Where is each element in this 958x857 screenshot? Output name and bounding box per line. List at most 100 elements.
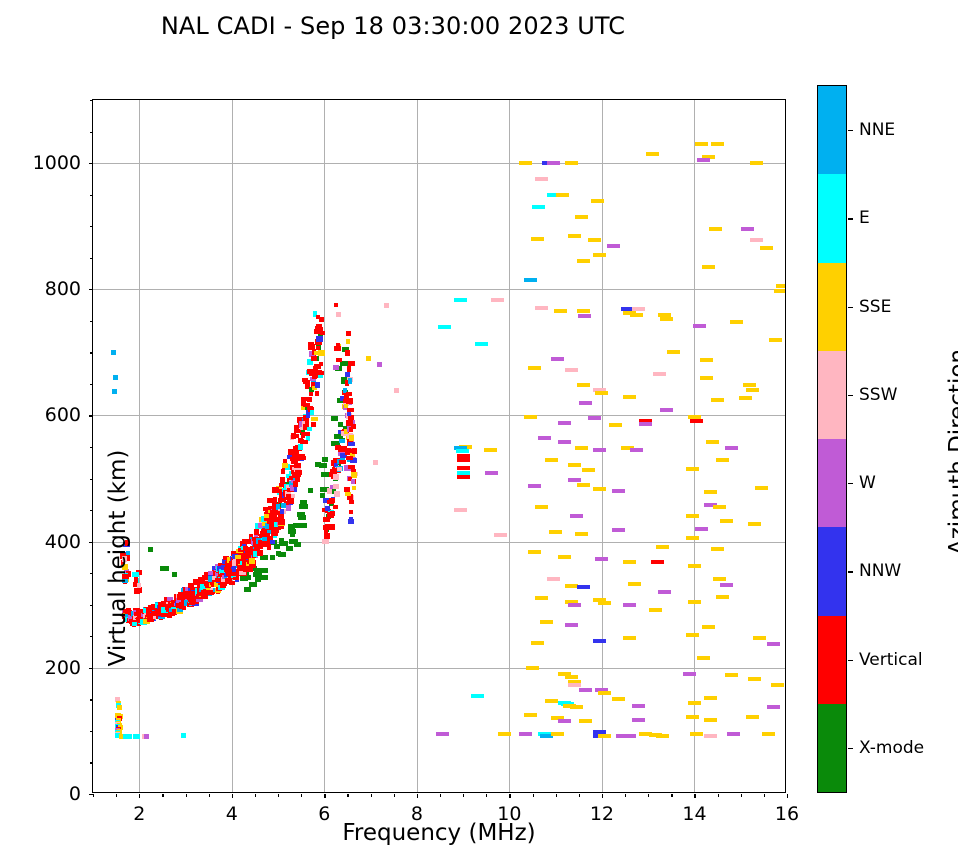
data-point — [234, 554, 241, 559]
x-tick-mark — [671, 794, 673, 797]
x-tick-label: 16 — [774, 803, 800, 825]
data-point — [285, 505, 291, 512]
data-point — [340, 452, 348, 458]
data-point — [342, 388, 347, 394]
data-point — [331, 488, 337, 494]
data-point — [595, 557, 609, 562]
data-point — [569, 704, 583, 709]
x-tick-mark — [578, 794, 580, 797]
data-point — [187, 582, 194, 588]
y-tick-label: 0 — [68, 783, 81, 805]
data-point — [283, 458, 287, 465]
data-point — [232, 569, 239, 574]
data-point — [300, 439, 305, 445]
data-point — [316, 314, 321, 319]
data-point — [125, 550, 130, 555]
data-point — [687, 700, 701, 705]
data-point — [630, 448, 644, 453]
data-point — [262, 537, 269, 542]
data-point — [312, 310, 317, 317]
data-point — [574, 214, 588, 219]
data-point — [297, 515, 306, 521]
data-point — [325, 517, 330, 522]
data-point — [332, 484, 339, 490]
data-point — [454, 508, 468, 513]
data-point — [154, 609, 159, 614]
data-point — [350, 457, 358, 463]
gridline-horizontal — [93, 415, 785, 417]
data-point — [720, 582, 734, 587]
data-point — [188, 585, 193, 591]
y-tick-label: 800 — [44, 278, 81, 301]
data-point — [112, 388, 118, 394]
data-point — [344, 404, 349, 409]
data-point — [627, 581, 641, 586]
data-point — [310, 382, 316, 388]
data-point — [147, 547, 153, 553]
data-point — [222, 556, 229, 561]
data-point — [273, 508, 281, 515]
data-point — [269, 555, 275, 561]
gridline-horizontal — [93, 289, 785, 291]
data-point — [262, 529, 268, 534]
data-point — [124, 539, 129, 546]
data-point — [286, 494, 292, 499]
data-point — [294, 477, 300, 482]
data-point — [306, 426, 312, 431]
data-point — [588, 238, 602, 243]
data-point — [563, 703, 577, 708]
y-tick-mark — [89, 415, 93, 417]
data-point — [579, 400, 593, 405]
data-point — [212, 566, 218, 571]
data-point — [200, 577, 206, 584]
data-point — [307, 396, 313, 402]
data-point — [632, 703, 646, 708]
colorbar-segment-vertical — [818, 615, 846, 704]
data-point — [336, 358, 343, 363]
data-point — [692, 323, 706, 328]
data-point — [247, 547, 252, 554]
colorbar: NNE E SSE SSW W NNW Vertical X-mode — [817, 85, 924, 793]
data-point — [231, 551, 239, 557]
data-point — [311, 386, 317, 391]
data-point — [348, 434, 354, 441]
data-point — [704, 733, 718, 738]
data-point — [217, 580, 222, 587]
data-point — [331, 497, 336, 503]
data-point — [593, 597, 607, 602]
gridline-vertical — [509, 100, 511, 792]
data-point — [597, 733, 611, 738]
data-point — [242, 561, 247, 568]
data-point — [302, 402, 310, 407]
data-point — [528, 550, 542, 555]
data-point — [342, 399, 348, 404]
data-point — [323, 497, 330, 503]
data-point — [313, 328, 320, 334]
y-tick-mark — [90, 383, 93, 386]
data-point — [318, 327, 324, 332]
gridline-vertical — [139, 100, 141, 792]
data-point — [319, 492, 325, 498]
data-point — [122, 734, 128, 740]
data-point — [334, 445, 341, 451]
data-point — [272, 530, 279, 537]
y-tick-mark — [90, 699, 93, 701]
data-point — [311, 348, 316, 355]
data-point — [346, 447, 351, 453]
data-point — [574, 446, 588, 451]
data-point — [523, 277, 537, 282]
data-point — [143, 734, 149, 740]
data-point — [111, 349, 117, 355]
data-point — [351, 478, 356, 484]
data-point — [319, 330, 325, 335]
colorbar-label-nne: NNE — [859, 120, 896, 141]
data-point — [558, 421, 572, 426]
data-point — [768, 337, 782, 342]
data-point — [200, 584, 207, 591]
data-point — [294, 466, 302, 472]
colorbar-tick — [848, 571, 853, 573]
data-point — [269, 523, 275, 530]
data-point — [743, 383, 757, 388]
page-title: NAL CADI - Sep 18 03:30:00 2023 UTC — [160, 12, 626, 40]
data-point — [330, 460, 338, 467]
